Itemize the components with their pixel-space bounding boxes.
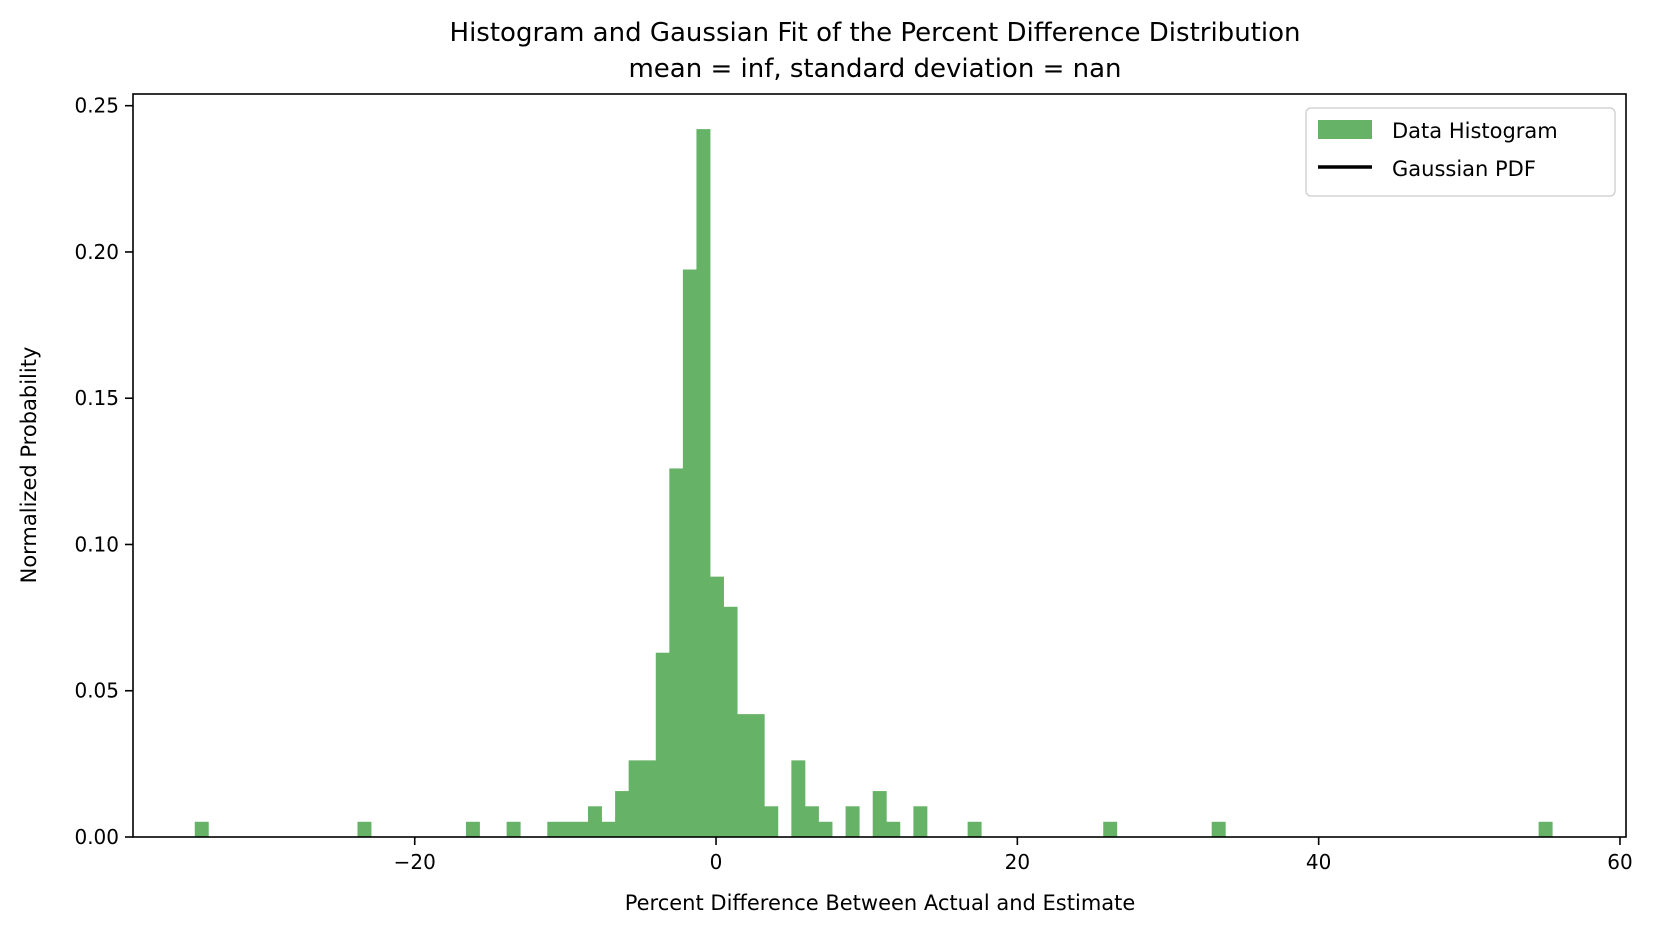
histogram-bar	[574, 821, 589, 837]
histogram-bar	[615, 791, 630, 837]
y-axis-ticks: 0.00 0.05 0.10 0.15 0.20 0.25	[74, 94, 133, 849]
x-tick-label: 40	[1306, 850, 1331, 874]
histogram-bar	[804, 806, 819, 837]
legend-label-histogram: Data Histogram	[1392, 119, 1558, 143]
x-tick-label: −20	[394, 850, 436, 874]
histogram-bar	[886, 821, 901, 837]
histogram-bar	[655, 652, 670, 837]
histogram-bar	[1211, 821, 1226, 837]
histogram-bars	[194, 129, 1553, 838]
x-axis-ticks: −20 0 20 40 60	[394, 837, 1633, 874]
histogram-bar	[723, 606, 738, 837]
legend-box	[1305, 107, 1616, 197]
x-axis-label: Percent Difference Between Actual and Es…	[625, 891, 1136, 915]
x-tick-label: 60	[1607, 850, 1632, 874]
histogram-bar	[818, 821, 833, 837]
y-axis-label: Normalized Probability	[17, 347, 41, 584]
y-tick-label: 0.05	[74, 679, 119, 703]
histogram-bar	[587, 806, 602, 837]
y-tick-label: 0.00	[74, 825, 119, 849]
plot-area-frame	[132, 93, 1627, 838]
y-tick-label: 0.10	[74, 532, 119, 556]
histogram-bar	[967, 821, 982, 837]
histogram-bar	[465, 821, 480, 837]
histogram-bar	[506, 821, 521, 837]
chart-title: Histogram and Gaussian Fit of the Percen…	[450, 18, 1301, 48]
chart-subtitle: mean = inf, standard deviation = nan	[628, 54, 1121, 84]
x-tick-label: 20	[1005, 850, 1030, 874]
histogram-bar	[872, 791, 887, 837]
histogram-bar	[791, 760, 806, 837]
histogram-bar	[547, 821, 562, 837]
histogram-bar	[1103, 821, 1118, 837]
histogram-bar	[845, 806, 860, 837]
y-tick-label: 0.15	[74, 386, 119, 410]
legend-label-gaussian: Gaussian PDF	[1392, 157, 1536, 181]
legend: Data Histogram Gaussian PDF	[1305, 107, 1616, 197]
histogram-bar	[669, 468, 684, 837]
histogram-bar	[682, 269, 697, 837]
y-tick-label: 0.20	[74, 240, 119, 264]
histogram-bar	[710, 576, 724, 837]
y-tick-label: 0.25	[74, 94, 119, 118]
histogram-bar	[560, 821, 575, 837]
x-tick-label: 0	[710, 850, 723, 874]
histogram-bar	[628, 760, 643, 837]
histogram-bar	[696, 129, 711, 838]
histogram-bar	[764, 806, 779, 837]
histogram-bar	[737, 714, 752, 837]
legend-swatch-histogram	[1318, 120, 1372, 139]
histogram-bar	[1538, 821, 1553, 837]
histogram-bar	[194, 821, 209, 837]
histogram-bar	[642, 760, 657, 837]
histogram-bar	[357, 821, 372, 837]
histogram-bar	[601, 821, 616, 837]
histogram-bar	[750, 714, 765, 837]
histogram-bar	[913, 806, 928, 837]
